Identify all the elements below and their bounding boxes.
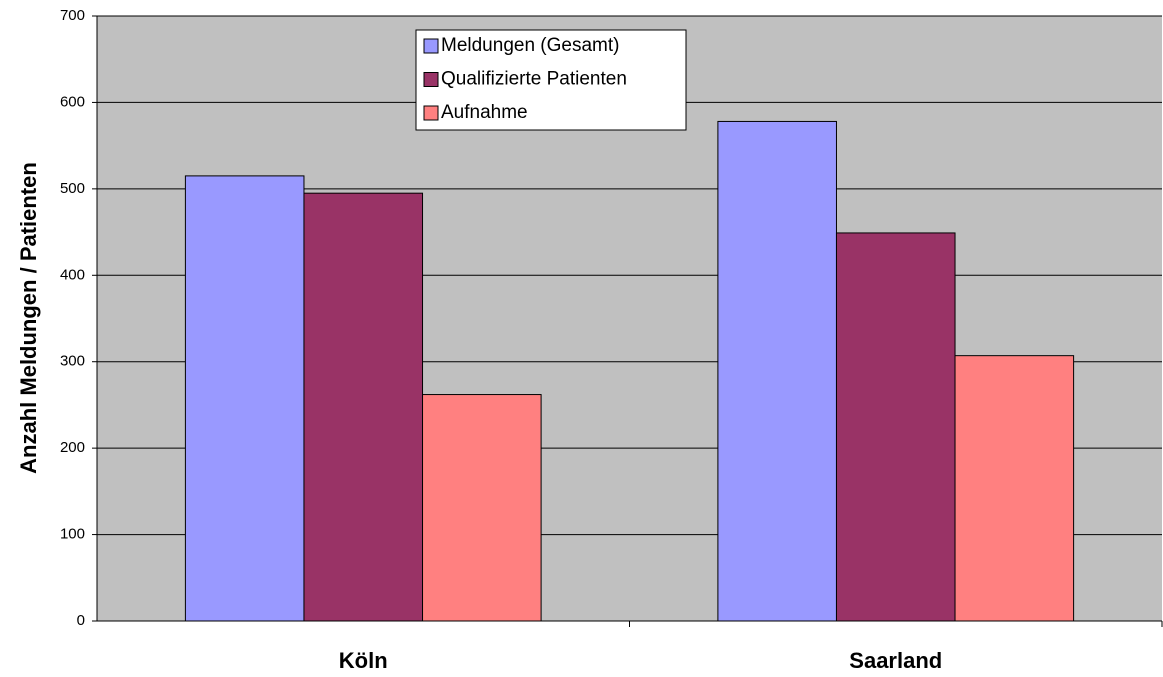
y-tick-label: 600	[60, 93, 85, 110]
bar	[303, 192, 424, 622]
y-tick-label: 200	[60, 439, 85, 456]
legend-label: Qualifizierte Patienten	[441, 69, 627, 90]
bar	[717, 120, 837, 622]
y-tick-label: 100	[60, 526, 85, 543]
y-tick-label: 0	[77, 612, 85, 629]
y-tick-label: 500	[60, 180, 85, 197]
bar	[835, 232, 956, 622]
legend-label: Meldungen (Gesamt)	[441, 35, 619, 56]
legend-label: Aufnahme	[441, 102, 528, 123]
legend-box	[415, 29, 687, 131]
bar	[422, 394, 542, 622]
legend-swatch	[423, 38, 439, 54]
x-tick-label: Saarland	[849, 648, 942, 673]
y-tick-label: 300	[60, 353, 85, 370]
x-tick-label: Köln	[339, 648, 388, 673]
y-tick-label: 400	[60, 266, 85, 283]
bar	[954, 355, 1075, 622]
bar	[184, 175, 305, 622]
legend-swatch	[423, 72, 439, 87]
legend-swatch	[423, 105, 439, 121]
y-axis-label: Anzahl Meldungen / Patienten	[16, 162, 41, 474]
y-tick-label: 700	[60, 7, 85, 24]
